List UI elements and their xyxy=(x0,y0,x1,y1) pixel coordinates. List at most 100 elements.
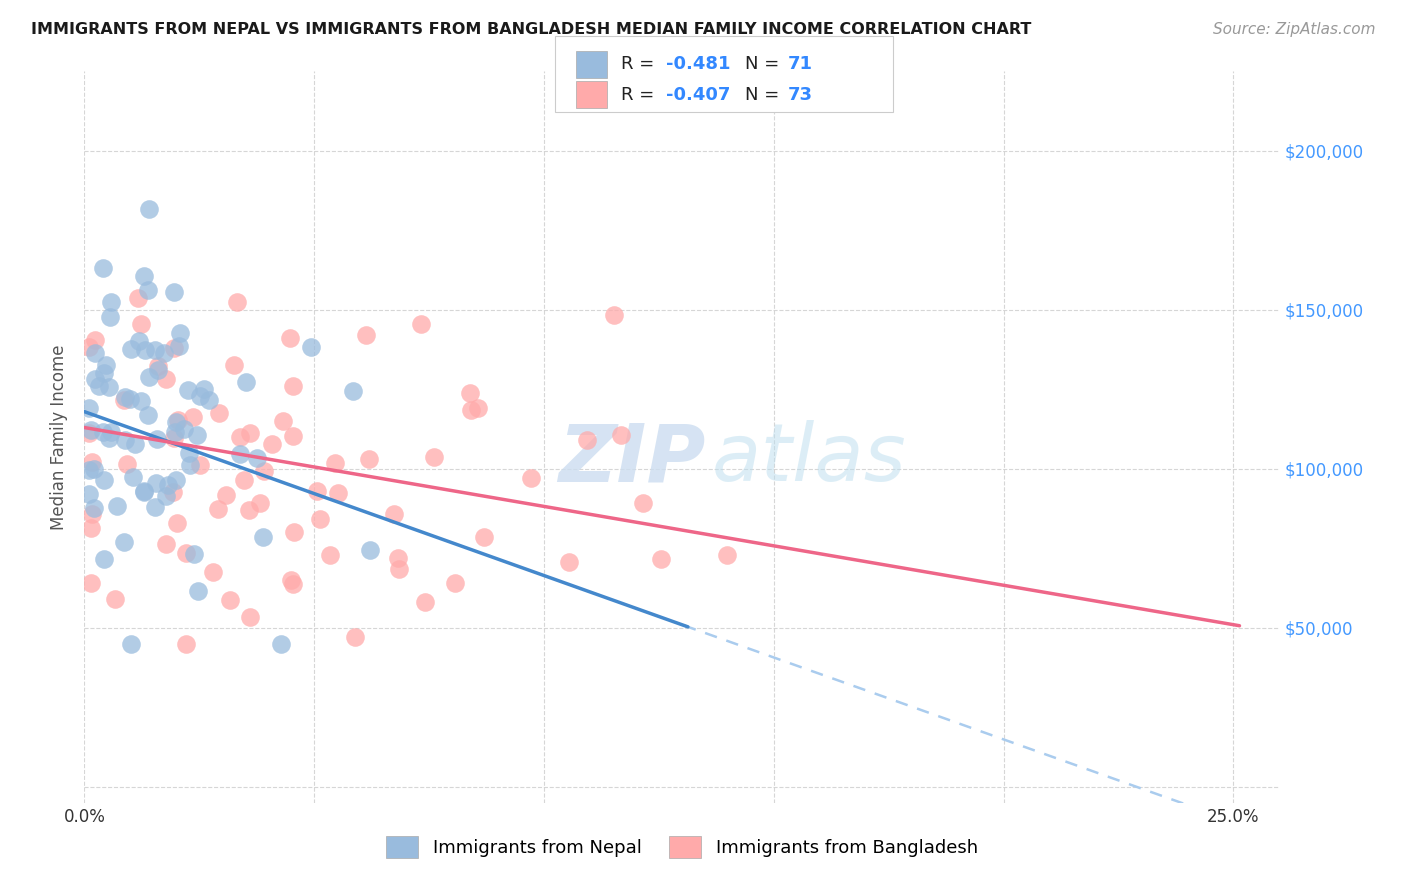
Point xyxy=(354,328,377,343)
Point xyxy=(80,521,103,535)
Point xyxy=(603,308,626,322)
Point xyxy=(222,358,245,372)
Point xyxy=(118,392,141,407)
Point xyxy=(167,339,190,353)
Y-axis label: Median Family Income: Median Family Income xyxy=(51,344,69,530)
Point xyxy=(270,637,292,651)
Point xyxy=(650,552,672,566)
Point xyxy=(305,483,328,498)
Point xyxy=(155,537,177,551)
Point xyxy=(152,346,174,360)
Point xyxy=(132,268,155,283)
Point xyxy=(177,446,200,460)
Point xyxy=(134,485,156,500)
Point xyxy=(183,547,205,561)
Point xyxy=(173,422,195,436)
Point xyxy=(382,508,405,522)
Point xyxy=(145,475,167,490)
Text: R =: R = xyxy=(621,55,661,73)
Point xyxy=(136,408,159,422)
Point xyxy=(249,496,271,510)
Point xyxy=(163,425,186,440)
Point xyxy=(131,317,153,331)
Point xyxy=(138,202,160,216)
Point xyxy=(239,610,262,624)
Point xyxy=(82,455,104,469)
Point xyxy=(342,384,364,399)
Point xyxy=(299,340,322,354)
Point xyxy=(186,583,208,598)
Point xyxy=(278,331,301,345)
Point xyxy=(100,425,122,439)
Point xyxy=(162,485,184,500)
Point xyxy=(138,370,160,384)
Point xyxy=(84,333,107,347)
Point xyxy=(98,380,121,394)
Point xyxy=(520,470,543,484)
Point xyxy=(169,326,191,340)
Point xyxy=(83,346,105,360)
Point xyxy=(98,310,121,324)
Point xyxy=(207,502,229,516)
Point xyxy=(124,436,146,450)
Point xyxy=(359,542,381,557)
Point xyxy=(162,341,184,355)
Point xyxy=(631,496,654,510)
Point xyxy=(246,451,269,466)
Point xyxy=(176,637,198,651)
Point xyxy=(323,456,346,470)
Point xyxy=(77,487,100,501)
Point xyxy=(77,425,100,440)
Point xyxy=(89,379,111,393)
Point xyxy=(207,406,229,420)
Point xyxy=(467,401,489,416)
Point xyxy=(100,295,122,310)
Point xyxy=(155,489,177,503)
Point xyxy=(193,382,215,396)
Point xyxy=(114,390,136,404)
Point xyxy=(155,372,177,386)
Point xyxy=(387,550,409,565)
Point xyxy=(280,574,302,588)
Point xyxy=(409,317,432,331)
Point xyxy=(79,463,101,477)
Point xyxy=(121,469,143,483)
Point xyxy=(252,530,274,544)
Point xyxy=(136,283,159,297)
Text: Source: ZipAtlas.com: Source: ZipAtlas.com xyxy=(1212,22,1375,37)
Point xyxy=(91,261,114,276)
Point xyxy=(229,430,252,444)
Point xyxy=(229,447,252,461)
Point xyxy=(253,464,276,478)
Point xyxy=(413,594,436,608)
Point xyxy=(163,431,186,445)
Point xyxy=(166,516,188,530)
Point xyxy=(716,548,738,562)
Point xyxy=(82,507,104,521)
Point xyxy=(472,530,495,544)
Point xyxy=(91,425,114,440)
Point xyxy=(84,372,107,386)
Point xyxy=(134,483,156,498)
Point xyxy=(167,413,190,427)
Text: 71: 71 xyxy=(787,55,813,73)
Point xyxy=(283,576,305,591)
Point xyxy=(444,576,467,591)
Point xyxy=(165,473,187,487)
Point xyxy=(146,363,169,377)
Point xyxy=(143,343,166,357)
Point xyxy=(143,500,166,514)
Point xyxy=(104,592,127,607)
Text: N =: N = xyxy=(745,86,785,103)
Point xyxy=(77,401,100,416)
Point xyxy=(120,637,142,651)
Point xyxy=(309,511,332,525)
Point xyxy=(218,593,240,607)
Point xyxy=(157,478,180,492)
Point xyxy=(423,450,446,464)
Point xyxy=(96,359,118,373)
Point xyxy=(388,561,411,575)
Text: atlas: atlas xyxy=(711,420,907,498)
Point xyxy=(115,457,138,471)
Point xyxy=(179,458,201,472)
